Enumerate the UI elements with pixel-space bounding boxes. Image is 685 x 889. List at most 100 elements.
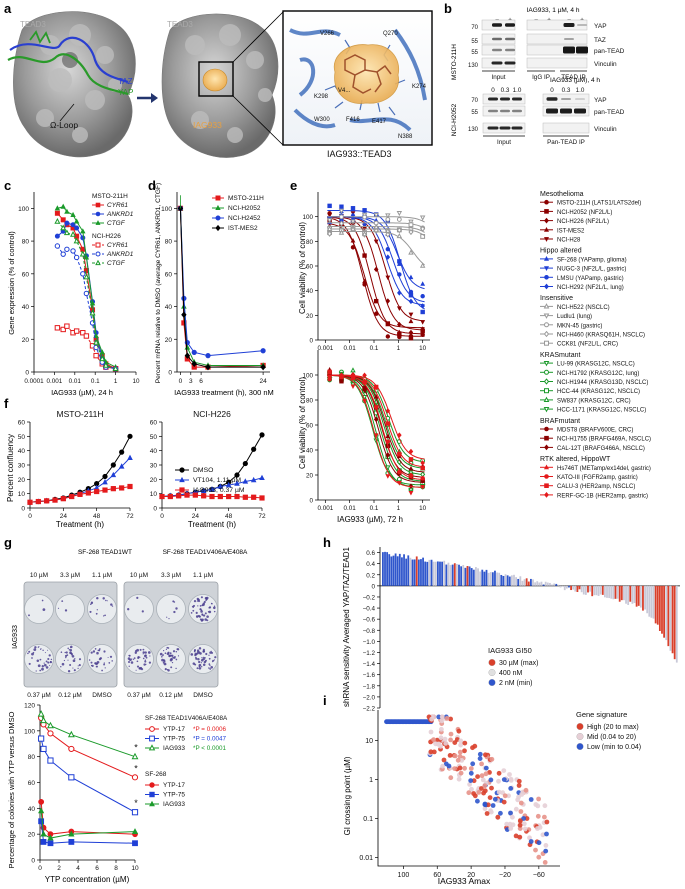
- legend-marker: [544, 369, 549, 375]
- well: [55, 644, 85, 674]
- sensitivity-bar: [472, 569, 475, 586]
- sensitivity-bar: [604, 585, 606, 598]
- data-point: [54, 217, 61, 224]
- legend-marker: [544, 217, 549, 224]
- sensitivity-bar: [386, 552, 389, 586]
- legend-marker: [544, 237, 549, 242]
- colony: [198, 647, 202, 650]
- b-bottom-blot: [482, 93, 590, 134]
- colony: [175, 650, 178, 653]
- colony: [193, 600, 197, 603]
- legend-marker: [95, 242, 101, 248]
- legend-label: 30 µM (max): [499, 660, 538, 667]
- colony: [210, 651, 214, 654]
- colony: [139, 648, 142, 651]
- data-point: [459, 758, 465, 763]
- x-tick-label: 0.01: [344, 505, 357, 512]
- x-tick-label: 0.0001: [24, 378, 44, 385]
- data-point: [259, 432, 265, 438]
- data-point: [452, 753, 458, 759]
- axis-lines: [377, 710, 560, 867]
- sensitivity-bar: [671, 585, 674, 654]
- blot-band: [511, 126, 523, 130]
- sensitivity-bar: [610, 585, 613, 599]
- y-tick-label: 100: [302, 214, 313, 221]
- legend-label: NCI-H2052: [228, 205, 261, 212]
- colony: [144, 651, 147, 654]
- blot-band: [492, 37, 502, 41]
- data-point: [448, 775, 454, 781]
- sensitivity-bar: [665, 585, 668, 641]
- colony: [190, 653, 194, 656]
- legend-label: DMSO: [193, 467, 213, 474]
- data-point: [327, 374, 332, 380]
- y-tick-label: 100: [161, 206, 172, 213]
- colony: [40, 647, 42, 650]
- data-point: [40, 830, 47, 837]
- conc-label: DMSO: [193, 692, 213, 699]
- colony: [39, 669, 42, 672]
- sensitivity-bar: [633, 585, 636, 604]
- colony: [136, 596, 139, 600]
- legend-marker: [544, 474, 549, 479]
- sensitivity-bar: [578, 585, 581, 590]
- sensitivity-bar: [491, 572, 494, 586]
- data-point: [127, 433, 133, 439]
- data-point: [184, 352, 191, 359]
- colony: [192, 604, 196, 607]
- data-point: [338, 229, 345, 235]
- colony: [28, 614, 30, 617]
- colony: [42, 608, 46, 611]
- blot-band: [500, 109, 510, 113]
- data-point: [513, 833, 519, 839]
- colony: [57, 607, 60, 609]
- data-point: [536, 840, 542, 846]
- y-tick-label: 30: [150, 463, 158, 470]
- data-point: [452, 740, 458, 745]
- blot-strip-ip: [542, 93, 590, 105]
- data-point: [242, 460, 248, 467]
- legend-label: CALU-3 (HER2amp, NSCLC): [557, 484, 635, 490]
- colony: [45, 660, 48, 663]
- y-tick-label: 20: [18, 477, 26, 484]
- colony: [213, 606, 216, 610]
- sensitivity-bar: [534, 582, 537, 586]
- data-point: [385, 213, 391, 219]
- conc-label: 1.1 µM: [92, 572, 112, 579]
- data-point: [200, 487, 207, 493]
- colony: [166, 646, 169, 649]
- data-point: [498, 810, 503, 816]
- data-point: [457, 765, 463, 771]
- legend-label: Low (min to 0.04): [587, 744, 641, 751]
- panel-letter-g: g: [4, 535, 12, 550]
- sensitivity-bar: [411, 559, 414, 586]
- data-point: [513, 806, 519, 812]
- x-tick-label: 0.1: [370, 505, 379, 512]
- data-point: [191, 360, 197, 368]
- data-point: [458, 738, 464, 744]
- y-tick-label: 0.4: [366, 561, 375, 568]
- series-line: [40, 717, 136, 778]
- colony: [196, 615, 198, 617]
- data-point: [350, 237, 356, 243]
- data-point: [54, 243, 61, 249]
- x-tick-label: 20: [467, 872, 475, 879]
- conc-label: 10 µM: [130, 572, 148, 579]
- blot-band: [561, 98, 571, 100]
- sensitivity-bar: [587, 585, 589, 593]
- data-point: [177, 205, 184, 212]
- e-ylabel-top: Cell viability (% of control): [298, 222, 307, 314]
- sensitivity-bar: [481, 569, 484, 586]
- colony: [162, 659, 166, 662]
- panel-a: TEAD3 TAZ YAP Ω-Loop TEAD3 IAG933: [7, 10, 433, 159]
- colony: [67, 659, 69, 661]
- colony: [208, 663, 211, 665]
- y-tick-label: 0: [25, 370, 29, 377]
- data-point: [468, 778, 474, 783]
- data-point: [440, 763, 445, 769]
- b-top-cell-line: MSTO-211H: [451, 44, 458, 80]
- colony: [142, 648, 145, 651]
- b-bottom-treatment: IAG933 (µM), 4 h: [550, 77, 600, 84]
- colony: [31, 652, 34, 656]
